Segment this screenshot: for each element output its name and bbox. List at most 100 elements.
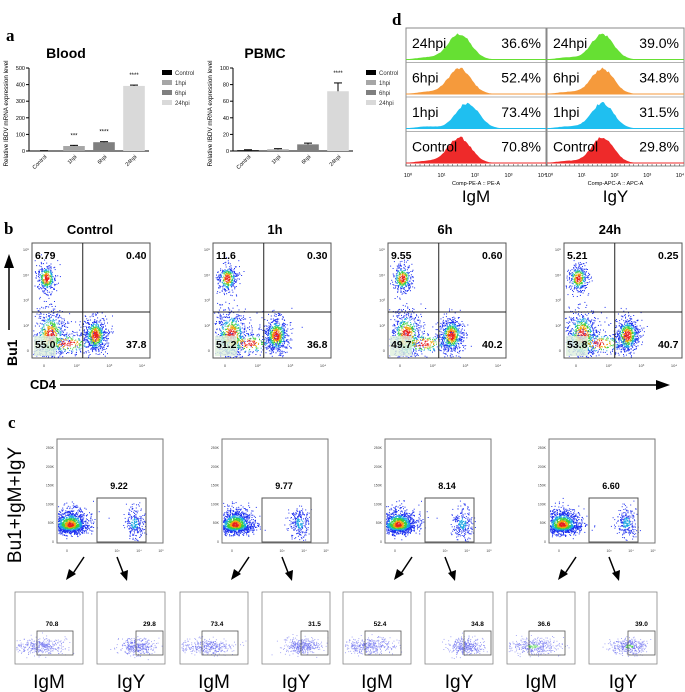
event-dot	[283, 343, 285, 345]
event-dot	[103, 320, 105, 322]
event-dot	[236, 319, 238, 321]
event-dot	[58, 338, 59, 340]
event-dot	[227, 333, 229, 335]
event-dot	[47, 294, 49, 296]
event-dot	[234, 333, 236, 335]
event-dot	[51, 273, 53, 275]
event-dot	[239, 273, 241, 275]
event-dot	[235, 320, 237, 322]
event-dot	[410, 316, 412, 318]
event-dot	[90, 341, 92, 343]
event-dot	[48, 332, 49, 334]
event-dot	[101, 334, 103, 336]
event-dot	[241, 335, 243, 337]
event-dot	[41, 323, 43, 325]
event-dot	[404, 265, 406, 267]
event-dot	[60, 345, 62, 347]
event-dot	[243, 271, 245, 272]
event-dot	[43, 300, 45, 302]
event-dot	[398, 327, 400, 329]
event-dot	[275, 334, 277, 336]
event-dot	[91, 348, 93, 350]
event-dot	[85, 352, 87, 354]
event-dot	[61, 318, 63, 320]
event-dot	[61, 352, 63, 354]
event-dot	[48, 324, 50, 326]
event-dot	[94, 343, 96, 345]
quadrant-lr-value: 36.8	[307, 339, 328, 351]
event-dot	[92, 313, 94, 315]
event-dot	[44, 275, 46, 276]
event-dot	[279, 329, 281, 331]
event-dot	[420, 325, 422, 327]
event-dot	[92, 338, 94, 340]
event-dot	[402, 324, 404, 326]
event-dot	[84, 333, 86, 335]
event-dot	[99, 340, 100, 342]
event-dot	[53, 322, 55, 324]
event-dot	[46, 324, 48, 326]
event-dot	[227, 321, 229, 323]
event-dot	[226, 287, 228, 289]
event-dot	[65, 326, 67, 328]
event-dot	[222, 326, 224, 328]
event-dot	[409, 287, 411, 289]
event-dot	[244, 325, 246, 327]
event-dot	[404, 287, 406, 289]
event-dot	[46, 283, 48, 285]
event-dot	[229, 333, 231, 335]
event-dot	[266, 333, 267, 335]
event-dot	[253, 345, 255, 346]
event-dot	[237, 274, 239, 276]
event-dot	[47, 273, 49, 275]
event-dot	[87, 329, 89, 331]
event-dot	[45, 331, 47, 333]
event-dot	[410, 286, 411, 288]
event-dot	[221, 332, 223, 334]
event-dot	[44, 288, 46, 290]
event-dot	[38, 317, 40, 319]
event-dot	[58, 344, 60, 346]
event-dot	[50, 322, 52, 324]
event-dot	[33, 330, 35, 332]
event-dot	[408, 326, 410, 328]
event-dot	[400, 323, 402, 325]
event-dot	[224, 273, 226, 275]
event-dot	[243, 315, 245, 317]
event-dot	[259, 339, 260, 341]
event-dot	[412, 308, 414, 309]
event-dot	[270, 329, 271, 331]
event-dot	[47, 332, 49, 334]
event-dot	[60, 337, 62, 339]
event-dot	[399, 356, 401, 358]
event-dot	[396, 276, 398, 278]
event-dot	[404, 274, 406, 276]
event-dot	[223, 319, 225, 321]
event-dot	[249, 329, 251, 331]
event-dot	[231, 310, 233, 312]
event-dot	[60, 333, 61, 335]
event-dot	[425, 308, 427, 309]
event-dot	[398, 275, 400, 277]
event-dot	[259, 354, 261, 356]
event-dot	[272, 337, 274, 339]
event-dot	[400, 284, 402, 286]
event-dot	[41, 332, 43, 333]
event-dot	[64, 350, 66, 352]
event-dot	[273, 334, 275, 336]
event-dot	[63, 335, 65, 337]
event-dot	[289, 339, 291, 341]
event-dot	[45, 282, 47, 284]
event-dot	[232, 273, 234, 275]
event-dot	[106, 338, 108, 339]
event-dot	[48, 267, 50, 269]
event-dot	[271, 352, 273, 354]
legend-swatch	[366, 100, 376, 105]
event-dot	[220, 318, 221, 320]
event-dot	[236, 353, 238, 355]
event-dot	[58, 345, 60, 347]
event-dot	[79, 335, 81, 337]
event-dot	[217, 278, 218, 280]
event-dot	[61, 350, 63, 352]
event-dot	[96, 331, 97, 333]
